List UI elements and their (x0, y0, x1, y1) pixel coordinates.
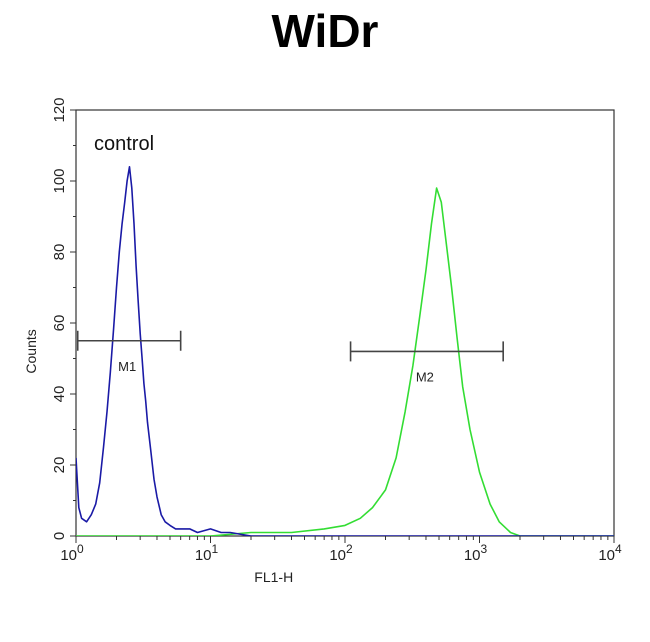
x-tick-label: 104 (598, 542, 622, 564)
chart-title: WiDr (271, 5, 379, 57)
y-axis-label: Counts (23, 329, 39, 373)
y-tick-label: 120 (51, 97, 68, 122)
control-annotation: control (94, 133, 154, 155)
y-tick-label: 0 (51, 532, 68, 540)
y-tick-label: 40 (51, 386, 68, 403)
x-tick-label: 103 (464, 542, 488, 564)
y-tick-label: 80 (51, 244, 68, 261)
x-tick-label: 102 (329, 542, 353, 564)
plot-frame (75, 109, 615, 537)
marker-label: M1 (118, 359, 136, 374)
x-axis-label: FL1-H (254, 569, 293, 585)
histogram-line (76, 187, 614, 536)
y-tick-label: 100 (51, 168, 68, 193)
y-tick-label: 60 (51, 315, 68, 332)
x-tick-label: 100 (60, 542, 84, 564)
marker-label: M2 (416, 369, 434, 384)
x-tick-label: 101 (195, 542, 219, 564)
y-tick-label: 20 (51, 457, 68, 474)
histogram-line (76, 166, 614, 536)
